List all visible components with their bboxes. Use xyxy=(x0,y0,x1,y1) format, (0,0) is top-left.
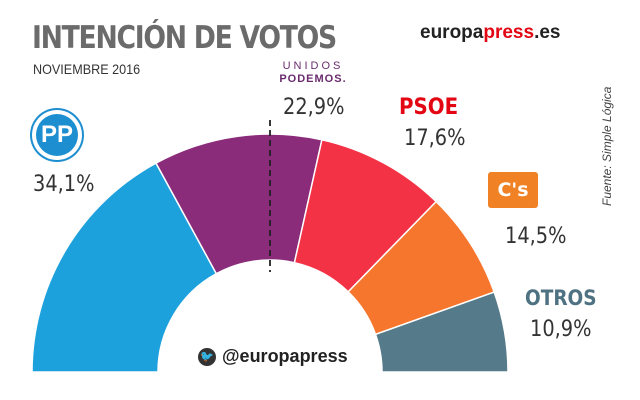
label-otros: 10,9% xyxy=(530,317,592,342)
cs-logo-text: C's xyxy=(497,179,529,201)
label-psoe: 17,6% xyxy=(404,126,466,151)
psoe-logo: PSOE xyxy=(399,95,459,120)
page-subtitle: NOVIEMBRE 2016 xyxy=(33,61,141,77)
twitter-credit: 🐦 @europapress xyxy=(198,346,348,367)
slice-pp xyxy=(31,162,218,373)
brand-part-b: press xyxy=(483,22,535,43)
twitter-handle: @europapress xyxy=(222,346,348,366)
source-note: Fuente: Simple Lógica xyxy=(600,66,614,206)
brand-part-a: europa xyxy=(420,22,484,43)
slice-otros xyxy=(374,291,509,373)
brand-logo: europapress.es xyxy=(420,22,560,44)
label-unidos-podemos: 22,9% xyxy=(283,95,345,120)
up-logo-line2: PODEMOS. xyxy=(279,73,347,85)
unidos-podemos-logo: UNIDOS PODEMOS. xyxy=(273,60,353,86)
label-pp: 34,1% xyxy=(33,172,95,197)
label-ciudadanos: 14,5% xyxy=(505,224,567,249)
page-title: INTENCIÓN DE VOTOS xyxy=(32,20,337,56)
pp-logo: PP xyxy=(32,110,82,160)
otros-label: OTROS xyxy=(525,286,597,310)
up-logo-line1: UNIDOS xyxy=(282,60,344,72)
brand-part-c: .es xyxy=(534,22,561,43)
twitter-bird-icon: 🐦 xyxy=(198,347,216,366)
pp-logo-text: PP xyxy=(40,121,73,148)
ciudadanos-logo: C's xyxy=(488,172,538,208)
source-text: Fuente: Simple Lógica xyxy=(600,86,614,206)
